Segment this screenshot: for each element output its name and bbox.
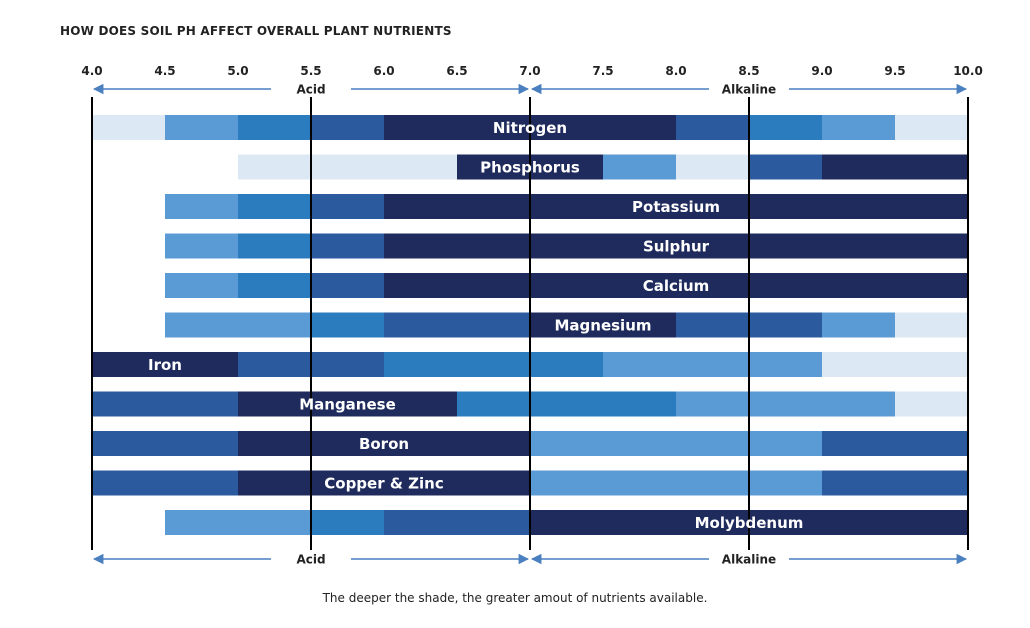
bar-segment-copper-zinc-1: [238, 470, 530, 496]
bar-segment-calcium-2: [311, 273, 384, 298]
tick-label-6-0: 6.0: [373, 64, 394, 78]
tick-label-8-0: 8.0: [665, 64, 686, 78]
bar-segment-iron-3: [603, 352, 822, 377]
zone-label-acid-bottom: Acid: [296, 553, 325, 567]
bar-label-manganese: Manganese: [299, 396, 396, 414]
chart-title: HOW DOES SOIL PH AFFECT OVERALL PLANT NU…: [60, 24, 452, 38]
bar-segment-sulphur-3: [384, 233, 968, 259]
bar-segment-iron-0: [92, 352, 238, 377]
bar-segment-magnesium-2: [384, 312, 530, 338]
bar-segment-molybdenum-1: [311, 510, 384, 535]
bar-label-magnesium: Magnesium: [554, 317, 651, 335]
bar-segment-molybdenum-2: [384, 510, 530, 535]
zone-label-alkaline-bottom: Alkaline: [722, 553, 776, 567]
bar-segment-nitrogen-6: [749, 115, 822, 140]
zone-arrows-bottom: Acid Alkaline: [92, 553, 968, 567]
bar-segment-phosphorus-4: [749, 154, 822, 180]
bar-segment-phosphorus-3: [676, 154, 749, 180]
bar-label-iron: Iron: [148, 356, 182, 374]
gridlines-layer: [91, 97, 969, 550]
bar-segment-phosphorus-5: [822, 154, 968, 180]
bar-segment-magnesium-5: [822, 312, 895, 338]
tick-label-6-5: 6.5: [446, 64, 467, 78]
tick-label-7-5: 7.5: [592, 64, 613, 78]
bar-segment-manganese-0: [92, 391, 238, 417]
bar-segment-sulphur-1: [238, 233, 311, 259]
bar-segment-manganese-4: [895, 391, 968, 417]
bar-segment-molybdenum-0: [165, 510, 311, 535]
bar-segment-manganese-2: [457, 391, 676, 417]
tick-label-5-5: 5.5: [300, 64, 321, 78]
bar-segment-potassium-1: [238, 194, 311, 219]
bar-segment-nitrogen-0: [92, 115, 165, 140]
bar-segment-magnesium-3: [530, 312, 676, 338]
tick-label-9-0: 9.0: [811, 64, 832, 78]
bar-segment-copper-zinc-3: [822, 470, 968, 496]
zone-label-acid-top: Acid: [296, 83, 325, 97]
bar-segment-boron-2: [530, 431, 822, 456]
bar-segment-phosphorus-2: [603, 154, 676, 180]
bar-segment-nitrogen-2: [238, 115, 311, 140]
bar-label-potassium: Potassium: [632, 198, 720, 216]
bar-segment-calcium-3: [384, 273, 968, 298]
bar-segment-potassium-0: [165, 194, 238, 219]
tick-label-8-5: 8.5: [738, 64, 759, 78]
bar-segment-magnesium-6: [895, 312, 968, 338]
bar-segment-manganese-1: [238, 391, 457, 417]
bar-segment-potassium-2: [311, 194, 384, 219]
bar-segment-calcium-0: [165, 273, 238, 298]
bar-label-copper-zinc: Copper & Zinc: [324, 475, 443, 493]
bar-segment-calcium-1: [238, 273, 311, 298]
tick-labels: 4.0 4.5 5.0 5.5 6.0 6.5 7.0 7.5 8.0 8.5 9.0 9.5 10.0: [81, 64, 982, 78]
bar-segment-manganese-3: [676, 391, 895, 417]
bar-label-phosphorus: Phosphorus: [480, 159, 580, 177]
bar-label-nitrogen: Nitrogen: [493, 119, 567, 137]
bar-segment-iron-4: [822, 352, 968, 377]
tick-label-7-0: 7.0: [519, 64, 540, 78]
bar-segment-nitrogen-8: [895, 115, 968, 140]
bar-segment-copper-zinc-2: [530, 470, 822, 496]
zone-label-alkaline-top: Alkaline: [722, 83, 776, 97]
zone-arrows-top: Acid Alkaline: [92, 83, 968, 97]
bar-label-calcium: Calcium: [643, 277, 710, 295]
bar-segment-magnesium-0: [165, 312, 311, 338]
bar-segment-nitrogen-1: [165, 115, 238, 140]
bar-segment-boron-3: [822, 431, 968, 456]
bar-segment-iron-2: [384, 352, 603, 377]
bar-segment-copper-zinc-0: [92, 470, 238, 496]
bar-segment-boron-0: [92, 431, 238, 456]
bar-label-sulphur: Sulphur: [643, 238, 710, 256]
tick-label-9-5: 9.5: [884, 64, 905, 78]
bar-segment-sulphur-2: [311, 233, 384, 259]
tick-label-5-0: 5.0: [227, 64, 248, 78]
chart-caption: The deeper the shade, the greater amout …: [322, 591, 708, 605]
tick-label-4-0: 4.0: [81, 64, 102, 78]
tick-label-10-0: 10.0: [953, 64, 983, 78]
bar-segment-nitrogen-7: [822, 115, 895, 140]
bar-segment-phosphorus-0: [238, 154, 457, 180]
tick-label-4-5: 4.5: [154, 64, 175, 78]
bar-segment-boron-1: [238, 431, 530, 456]
bar-label-boron: Boron: [359, 435, 409, 453]
bar-labels: Nitrogen Phosphorus Potassium Sulphur Calciu…: [148, 119, 803, 532]
bar-segment-magnesium-1: [311, 312, 384, 338]
bars-layer: [92, 115, 968, 535]
bar-segment-nitrogen-3: [311, 115, 384, 140]
bar-label-molybdenum: Molybdenum: [695, 514, 804, 532]
bar-segment-sulphur-0: [165, 233, 238, 259]
bar-segment-nitrogen-5: [676, 115, 749, 140]
bar-segment-potassium-3: [384, 194, 968, 219]
